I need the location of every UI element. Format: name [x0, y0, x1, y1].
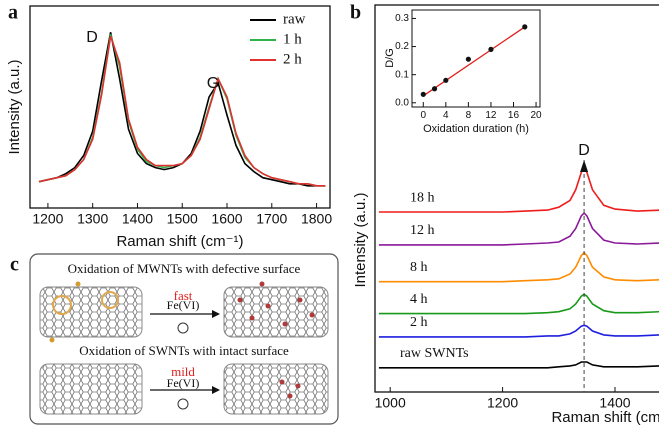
x-tick-label: 1400 [599, 395, 630, 411]
series-label: 12 h [410, 223, 435, 238]
x-tick-label: 0 [420, 110, 426, 121]
x-tick-label: 1300 [77, 211, 108, 227]
legend-label: 1 h [283, 31, 302, 47]
x-tick-label: 1700 [256, 211, 287, 227]
legend-label: raw [283, 11, 306, 27]
defect [101, 291, 119, 309]
annotation: G [207, 75, 219, 92]
y-tick-label: 0.2 [395, 41, 409, 52]
x-axis-title: Oxidation duration (h) [423, 123, 529, 135]
x-tick-label: 1600 [211, 211, 242, 227]
x-tick-label: 1200 [487, 395, 518, 411]
x-tick-label: 12 [485, 110, 497, 121]
group [49, 337, 55, 343]
spectrum [378, 165, 659, 213]
point [420, 91, 426, 97]
y-tick-label: 0.1 [395, 69, 409, 80]
series-label: 18 h [410, 190, 435, 205]
spectrum [38, 36, 326, 187]
y-axis-title: D/G [384, 48, 396, 68]
point [431, 86, 438, 92]
spectrum [378, 293, 659, 315]
x-tick-label: 4 [443, 110, 449, 121]
annotation: D [578, 142, 590, 159]
stirrer [177, 398, 189, 410]
x-tick-label: 8 [466, 110, 472, 121]
nanotube [39, 286, 143, 338]
series-label: raw SWNTs [400, 346, 469, 361]
series-label: 4 h [410, 292, 428, 307]
legend-label: 2 h [283, 51, 302, 67]
speed: fast [174, 288, 193, 303]
x-axis-title: Raman shift (cm⁻¹) [551, 409, 659, 426]
x-tick-label: 1800 [301, 211, 332, 227]
plot-frame [29, 5, 331, 209]
y-axis-title: Intensity (a.u.) [6, 59, 23, 154]
arrow-head [212, 310, 220, 318]
point [465, 56, 471, 62]
fit-line [422, 26, 526, 97]
stirrer [177, 322, 189, 334]
nanotube [223, 363, 329, 415]
panel-c: c Oxidation of MWNTs with defective surf… [10, 253, 339, 425]
caption: Oxidation of SWNTs with intact surface [79, 343, 289, 358]
y-tick-label: 0.0 [395, 97, 409, 108]
nanotube [223, 286, 329, 338]
panel-label: b [350, 2, 361, 24]
annotation: D [86, 29, 98, 46]
point [522, 24, 528, 30]
point [443, 77, 449, 83]
panel-label: c [10, 254, 19, 276]
x-tick-label: 1400 [122, 211, 153, 227]
defect [52, 295, 72, 315]
group [75, 281, 81, 287]
spectrum [378, 324, 659, 338]
x-tick-label: 1000 [375, 395, 406, 411]
oxidized-groups [237, 281, 315, 327]
caption: Oxidation of MWNTs with defective surfac… [68, 261, 301, 276]
panel-label: a [8, 2, 18, 24]
series-label: 2 h [410, 315, 428, 330]
x-tick-label: 16 [508, 110, 520, 121]
series-label: 8 h [410, 260, 428, 275]
nanotube [39, 363, 143, 415]
point [488, 46, 494, 52]
x-axis-title: Raman shift (cm⁻¹) [116, 233, 243, 250]
oxidized-groups [279, 379, 301, 399]
x-tick-label: 1500 [167, 211, 198, 227]
y-axis-title: Intensity (a.u.) [352, 192, 369, 287]
reagent: Fe(VI) [167, 298, 200, 312]
y-tick-label: 0.3 [395, 13, 409, 24]
spectrum [378, 251, 659, 283]
arrow-head [212, 386, 220, 394]
speed: mild [171, 364, 195, 379]
x-tick-label: 20 [530, 110, 542, 121]
spectrum [378, 211, 659, 246]
marker-arrow [580, 160, 589, 172]
spectrum [378, 361, 659, 369]
reagent: Fe(VI) [167, 376, 200, 390]
plot-frame [411, 9, 541, 108]
x-tick-label: 1200 [32, 211, 63, 227]
